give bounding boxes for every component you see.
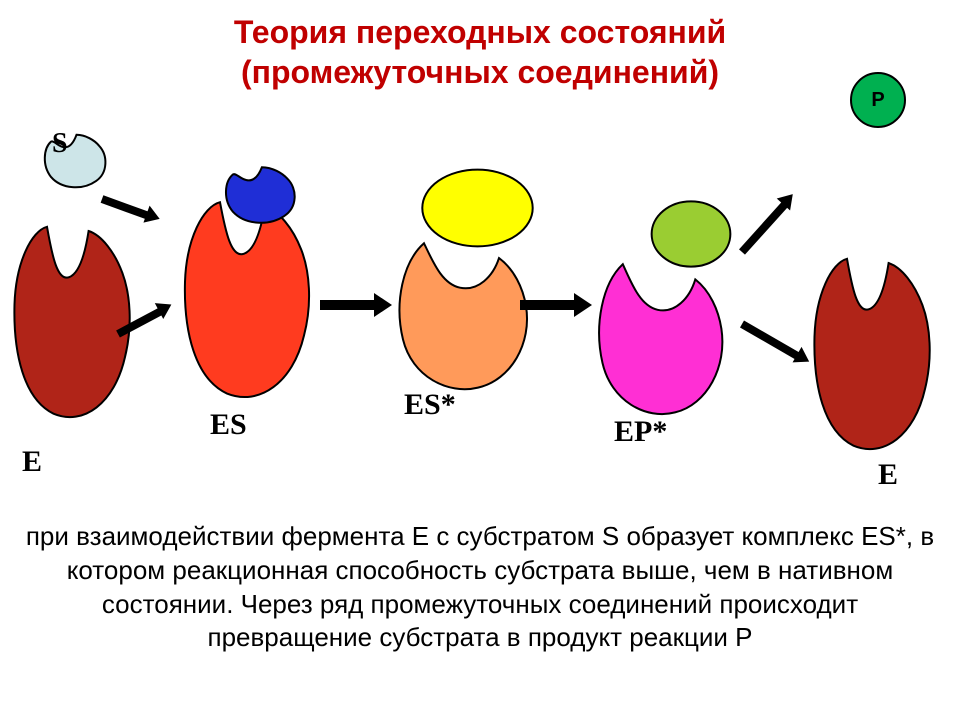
stage-label-ES: ES xyxy=(210,408,247,442)
stage-label-EPstar: EP* xyxy=(614,415,667,449)
stage-label-S: S xyxy=(52,128,68,160)
substrate-es xyxy=(216,160,301,232)
stage-label-ESstar: ES* xyxy=(404,388,456,422)
arrow-4 xyxy=(739,193,796,255)
arrow-5 xyxy=(740,321,810,366)
substrate-ep-star xyxy=(650,200,732,268)
product-circle: P xyxy=(850,72,906,128)
substrate-es-star xyxy=(420,168,535,248)
diagram-title: Теория переходных состояний (промежуточн… xyxy=(0,12,960,92)
stage-label-E: E xyxy=(878,458,898,492)
enzyme-e1 xyxy=(8,210,138,420)
enzyme-e2 xyxy=(808,242,938,452)
stage-label-E: E xyxy=(22,445,42,479)
substrate-s xyxy=(36,128,111,196)
arrow-2 xyxy=(320,300,390,310)
product-label: P xyxy=(871,89,884,112)
title-line2: (промежуточных соединений) xyxy=(0,52,960,92)
diagram-caption: при взаимодействии фермента Е с субстрат… xyxy=(0,520,960,655)
title-line1: Теория переходных состояний xyxy=(0,12,960,52)
arrow-3 xyxy=(520,300,590,310)
